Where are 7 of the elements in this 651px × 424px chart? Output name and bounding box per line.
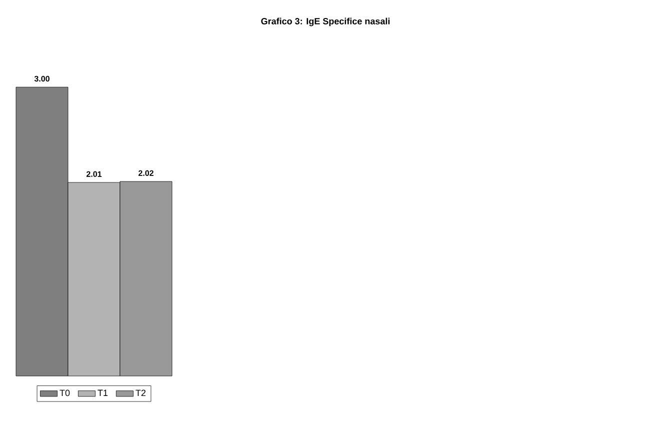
data-label: 2.01: [86, 171, 102, 177]
data-label: 3.00: [34, 76, 50, 82]
data-label: 2.02: [138, 170, 154, 176]
legend-label: T1: [98, 390, 108, 396]
legend-label: T2: [136, 390, 146, 396]
legend-label: T0: [60, 390, 70, 396]
text: Grafico 3: IgE Specifice nasali: [261, 18, 390, 26]
